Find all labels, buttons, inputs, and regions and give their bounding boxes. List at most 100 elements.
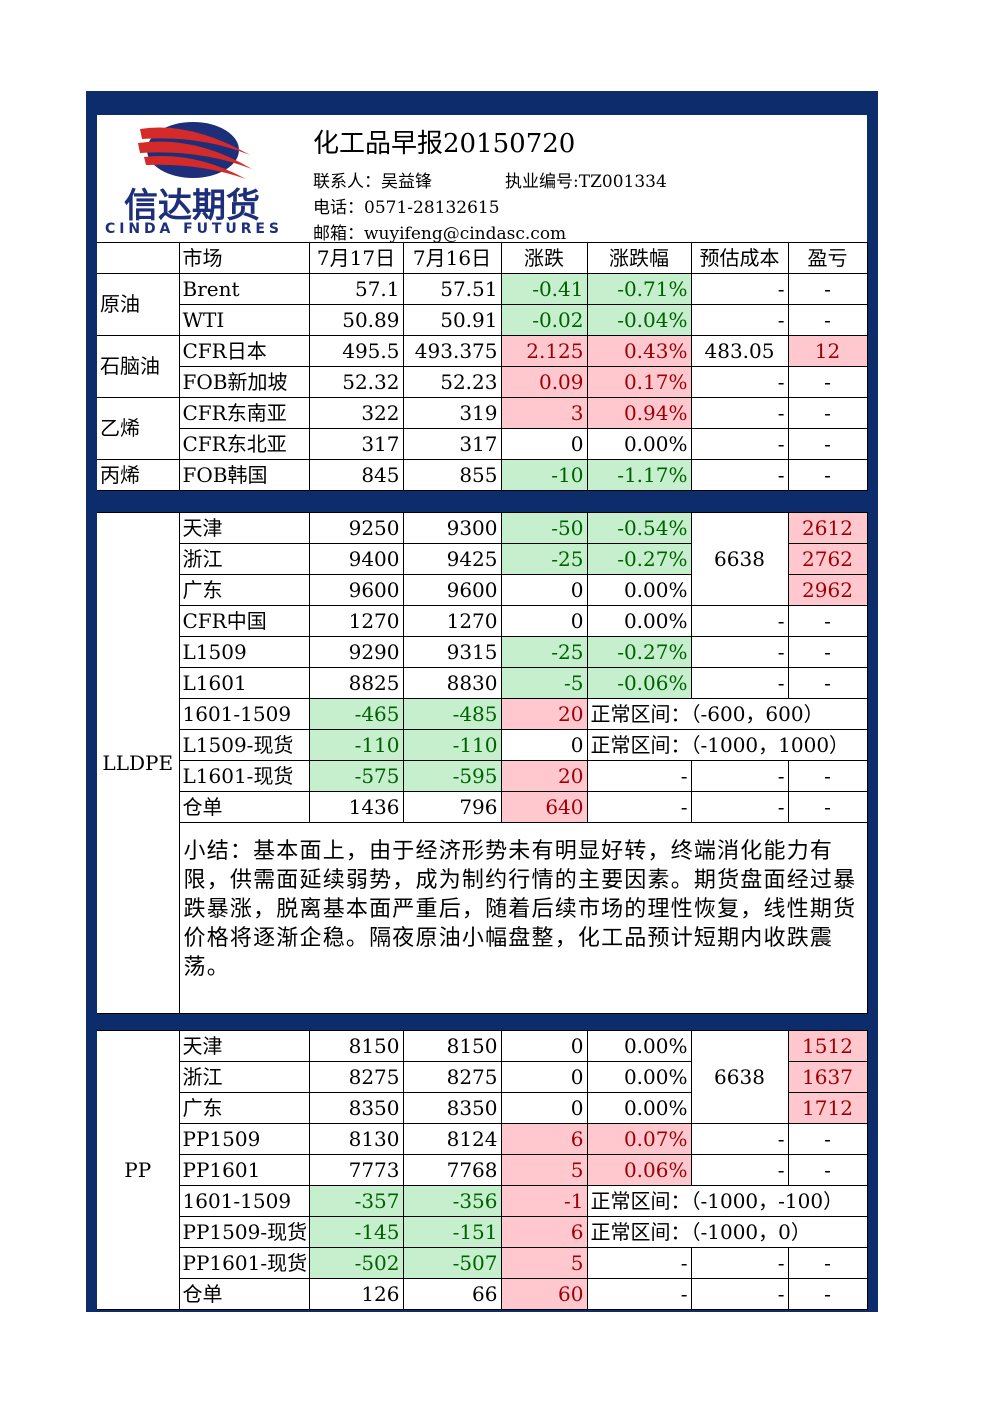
table-cell: -	[690, 605, 789, 637]
table-cell: 2612	[787, 512, 868, 544]
group-label: 原油	[97, 273, 180, 336]
logo-swoosh	[140, 127, 250, 155]
lldpe-table: LLDPE 天津 9250 9300 -50 -0.54% 6638 2612 浙江 9400 94…	[97, 512, 868, 1014]
table-row: PP1601-现货 -502 -507 5- - -	[97, 1247, 868, 1279]
table-cell: 8130	[308, 1123, 404, 1155]
table-cell: FOB韩国	[178, 459, 310, 491]
table-cell: FOB新加坡	[178, 366, 310, 398]
table-cell: -	[787, 304, 868, 336]
table-cell: -0.54%	[586, 512, 692, 544]
table-cell: 广东	[178, 1092, 310, 1124]
table-cell: -	[690, 428, 789, 460]
table-cell: -0.27%	[586, 636, 692, 668]
table-cell: L1509	[178, 636, 310, 668]
table-cell: -	[690, 636, 789, 668]
table-cell: 0.00%	[586, 1092, 692, 1124]
column-header: 盈亏	[787, 242, 868, 274]
table-cell: 仓单	[178, 1278, 310, 1310]
table-cell: -	[690, 1278, 789, 1310]
pp-table: PP 天津 8150 8150 0 0.00% 6638 1512 浙江 8275 8275 0 0.0…	[97, 1030, 868, 1310]
table-cell: 0	[500, 574, 588, 606]
table-cell: 天津	[178, 512, 310, 544]
table-cell: -0.04%	[586, 304, 692, 336]
table-row: L1509 9290 9315 -25 -0.27% - -	[97, 636, 868, 668]
table-cell: 浙江	[178, 543, 310, 575]
table-cell: 57.1	[308, 273, 404, 305]
license: 执业编号:TZ001334	[505, 172, 667, 192]
table-cell: -575	[308, 760, 404, 792]
table-cell: 9300	[402, 512, 502, 544]
table-cell: 8825	[308, 667, 404, 699]
table-cell: 20	[500, 698, 588, 730]
header: 信达期货 CINDA FUTURES 化工品早报20150720 联系人：吴益锋…	[97, 115, 867, 244]
table-cell: 1601-1509	[178, 698, 310, 730]
table-cell: 9400	[308, 543, 404, 575]
table-cell: 493.375	[402, 335, 502, 367]
table-cell: -	[787, 667, 868, 699]
table-cell: 126	[308, 1278, 404, 1310]
table-cell: PP1509-现货	[178, 1216, 310, 1248]
table-row: 乙烯 CFR东南亚 322 319 3 0.94% - -	[97, 397, 868, 460]
table-cell: -485	[402, 698, 502, 730]
table-cell: 50.89	[308, 304, 404, 336]
table-cell: 0.06%	[586, 1154, 692, 1186]
group-label: 石脑油	[97, 335, 180, 398]
table-cell: -1.17%	[586, 459, 692, 491]
table-cell: Brent	[178, 273, 310, 305]
table-cell: CFR东北亚	[178, 428, 310, 460]
table-cell: 9600	[402, 574, 502, 606]
table-cell: -	[787, 605, 868, 637]
table-cell: 1436	[308, 791, 404, 823]
table-cell: 640	[500, 791, 588, 823]
table-cell: 正常区间：（-600，600）	[586, 698, 868, 730]
table-row: PP 天津 8150 8150 0 0.00% 6638 1512	[97, 1030, 868, 1310]
table-cell: -110	[308, 729, 404, 761]
table-cell: 0.43%	[586, 335, 692, 367]
table-cell: 0.00%	[586, 574, 692, 606]
table-cell: 天津	[178, 1030, 310, 1062]
table-cell: WTI	[178, 304, 310, 336]
table-cell: -	[787, 1154, 868, 1186]
table-cell: 0	[500, 428, 588, 460]
table-cell: 正常区间：（-1000，0）	[586, 1216, 868, 1248]
table-cell: 7773	[308, 1154, 404, 1186]
table-row: PP1509-现货 -145 -151 6 正常区间：（-1000，0）	[97, 1216, 868, 1248]
table-cell: -25	[500, 543, 588, 575]
table-cell: -	[787, 273, 868, 305]
table-cell: -507	[402, 1247, 502, 1279]
table-cell: L1509-现货	[178, 729, 310, 761]
table-cell: 8150	[402, 1030, 502, 1062]
table-row: WTI 50.89 50.91 -0.02 -0.04% - -	[97, 304, 868, 336]
table-row: 广东 9600 9600 0 0.00% 2962	[97, 574, 868, 606]
table-cell: -	[586, 1247, 692, 1279]
table-cell: L1601-现货	[178, 760, 310, 792]
table-cell: 50.91	[402, 304, 502, 336]
table-cell: 6638	[690, 512, 789, 606]
table-row: 仓单 1436 796 640- - -	[97, 791, 868, 823]
table-cell: 1601-1509	[178, 1185, 310, 1217]
header-row: 市场 7月17日 7月16日 涨跌 涨跌幅 预估成本 盈亏	[97, 242, 868, 274]
table-cell: 仓单	[178, 791, 310, 823]
table-cell: -357	[308, 1185, 404, 1217]
table-cell: 7768	[402, 1154, 502, 1186]
table-cell: -	[586, 1278, 692, 1310]
table-cell: -	[787, 791, 868, 823]
table-cell: -	[787, 1278, 868, 1310]
table-cell: 2762	[787, 543, 868, 575]
table-row: 石脑油 CFR日本 495.5 493.375 2.125 0.43% 483.05 12	[97, 335, 868, 398]
table-cell: -	[690, 791, 789, 823]
table-row: 原油 Brent 57.1 57.51 -0.41 -0.71% - -	[97, 273, 868, 336]
table-row: 广东 8350 8350 0 0.00% 1712	[97, 1092, 868, 1124]
table-cell: -	[690, 459, 789, 491]
table-cell: 8150	[308, 1030, 404, 1062]
table-cell: 1270	[308, 605, 404, 637]
table-cell: 1270	[402, 605, 502, 637]
logo-text-en: CINDA FUTURES	[105, 221, 279, 237]
table-cell: 319	[402, 397, 502, 429]
table-cell: 8124	[402, 1123, 502, 1155]
table-cell: -0.06%	[586, 667, 692, 699]
table-row: 仓单 126 66 60- - -	[97, 1278, 868, 1310]
group-label: PP	[97, 1030, 180, 1310]
table-cell: 60	[500, 1278, 588, 1310]
